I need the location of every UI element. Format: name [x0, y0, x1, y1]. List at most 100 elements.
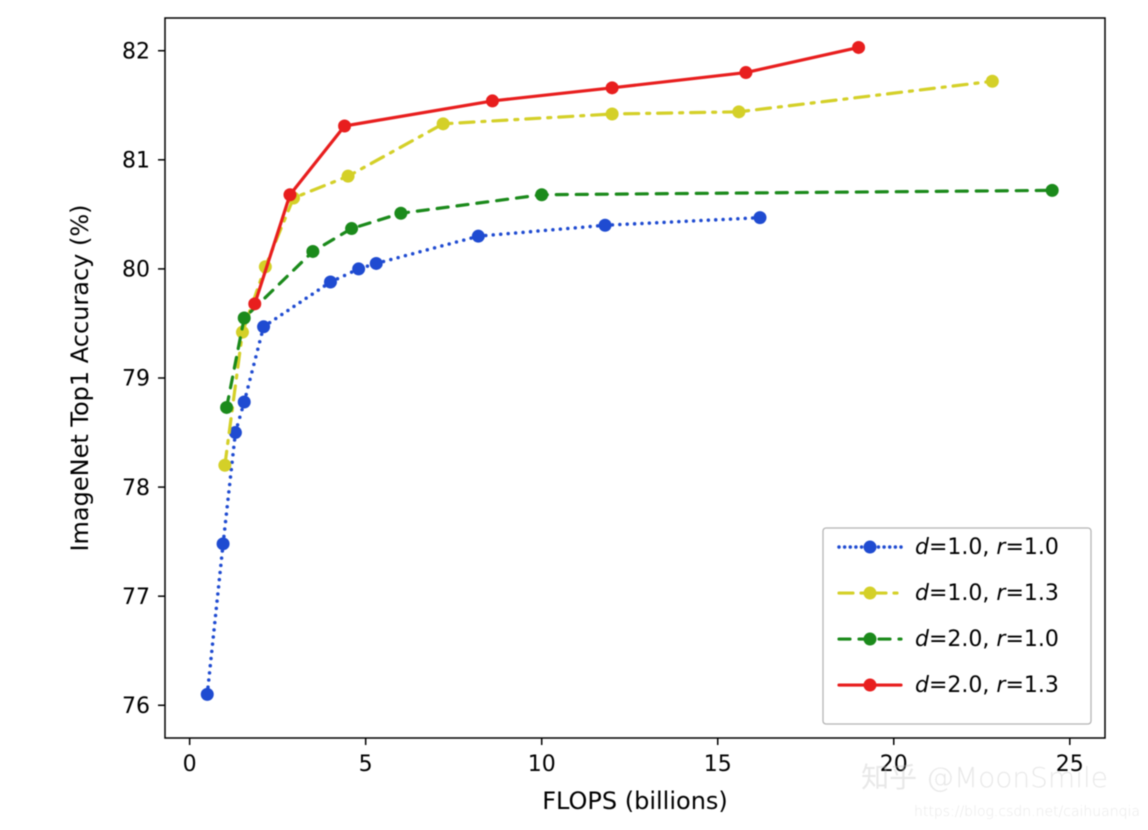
x-tick-label: 0: [183, 752, 197, 777]
dot: [588, 225, 592, 229]
dot: [714, 218, 718, 222]
y-tick-label: 79: [122, 367, 150, 392]
series-s2-marker: [986, 75, 999, 88]
legend-dot: [888, 545, 892, 549]
dot: [228, 483, 232, 487]
series-s4-marker: [248, 297, 261, 310]
dot: [226, 498, 230, 502]
dot: [433, 246, 437, 250]
dot: [581, 225, 585, 229]
dot: [217, 585, 221, 589]
dot: [274, 317, 278, 321]
dot: [227, 490, 231, 494]
dot: [209, 664, 213, 668]
dot: [207, 678, 211, 682]
y-tick-label: 81: [122, 149, 150, 174]
x-tick-label: 25: [1056, 752, 1084, 777]
dot: [491, 233, 495, 237]
dot: [544, 229, 548, 233]
legend-dot: [882, 545, 886, 549]
chart-svg: 051015202576777879808182FLOPS (billions)…: [0, 0, 1148, 826]
legend-dot: [837, 545, 841, 549]
series-s1-marker: [753, 211, 766, 224]
dot: [208, 671, 212, 675]
dot: [286, 309, 290, 313]
dot: [231, 453, 235, 457]
dot: [215, 607, 219, 611]
dot: [655, 221, 659, 225]
legend-label-s1: d=1.0, r=1.0: [915, 535, 1059, 560]
legend-swatch-marker: [864, 587, 877, 600]
dot: [219, 564, 223, 568]
dot: [640, 222, 644, 226]
dot: [462, 238, 466, 242]
dot: [389, 258, 393, 262]
series-s2-marker: [342, 170, 355, 183]
legend-dot: [860, 545, 864, 549]
series-s2-marker: [732, 105, 745, 118]
dot: [211, 642, 215, 646]
dot: [366, 264, 370, 268]
legend: d=1.0, r=1.0 d=1.0, r=1.3 d=2.0, r=1.0 d=2.…: [823, 528, 1091, 724]
series-s2-marker: [606, 108, 619, 121]
dot: [404, 254, 408, 258]
dot: [455, 240, 459, 244]
series-s4-marker: [486, 94, 499, 107]
y-tick-label: 82: [122, 39, 150, 64]
dot: [212, 628, 216, 632]
dot: [426, 248, 430, 252]
y-tick-label: 76: [122, 694, 150, 719]
dot: [280, 313, 284, 317]
dot: [506, 232, 510, 236]
y-tick-label: 78: [122, 476, 150, 501]
dot: [566, 227, 570, 231]
dot: [721, 218, 725, 222]
dot: [633, 222, 637, 226]
dot: [225, 512, 229, 516]
dot: [662, 221, 666, 225]
series-s4-marker: [283, 188, 296, 201]
dot: [216, 592, 220, 596]
dot: [529, 230, 533, 234]
series-s1-marker: [201, 688, 214, 701]
legend-label-s4: d=2.0, r=1.3: [915, 673, 1059, 698]
dot: [246, 385, 250, 389]
legend-dot: [849, 545, 853, 549]
dot: [618, 223, 622, 227]
dot: [252, 363, 256, 367]
dot: [218, 578, 222, 582]
dot: [677, 220, 681, 224]
series-s1-marker: [238, 396, 251, 409]
dot: [214, 614, 218, 618]
legend-label-s3: d=2.0, r=1.0: [915, 627, 1059, 652]
dot: [258, 340, 262, 344]
dot: [743, 217, 747, 221]
dot: [499, 232, 503, 236]
dot: [256, 348, 260, 352]
dot: [304, 297, 308, 301]
legend-swatch-marker: [864, 541, 877, 554]
series-s1-marker: [324, 276, 337, 289]
dot: [254, 355, 258, 359]
dot: [440, 244, 444, 248]
series-s1-marker: [217, 537, 230, 550]
dot: [215, 599, 219, 603]
chart-container: 051015202576777879808182FLOPS (billions)…: [0, 0, 1148, 826]
legend-swatch-marker: [864, 679, 877, 692]
dot: [224, 520, 228, 524]
legend-dot: [877, 545, 881, 549]
dot: [343, 274, 347, 278]
dot: [209, 657, 213, 661]
legend-dot: [899, 545, 903, 549]
dot: [411, 252, 415, 256]
legend-dot: [894, 545, 898, 549]
legend-label-s2: d=1.0, r=1.3: [915, 581, 1059, 606]
dot: [210, 650, 214, 654]
dot: [418, 250, 422, 254]
series-s2-marker: [437, 117, 450, 130]
legend-dot: [843, 545, 847, 549]
dot: [521, 231, 525, 235]
dot: [317, 288, 321, 292]
dot: [736, 217, 740, 221]
series-s2-marker: [218, 459, 231, 472]
